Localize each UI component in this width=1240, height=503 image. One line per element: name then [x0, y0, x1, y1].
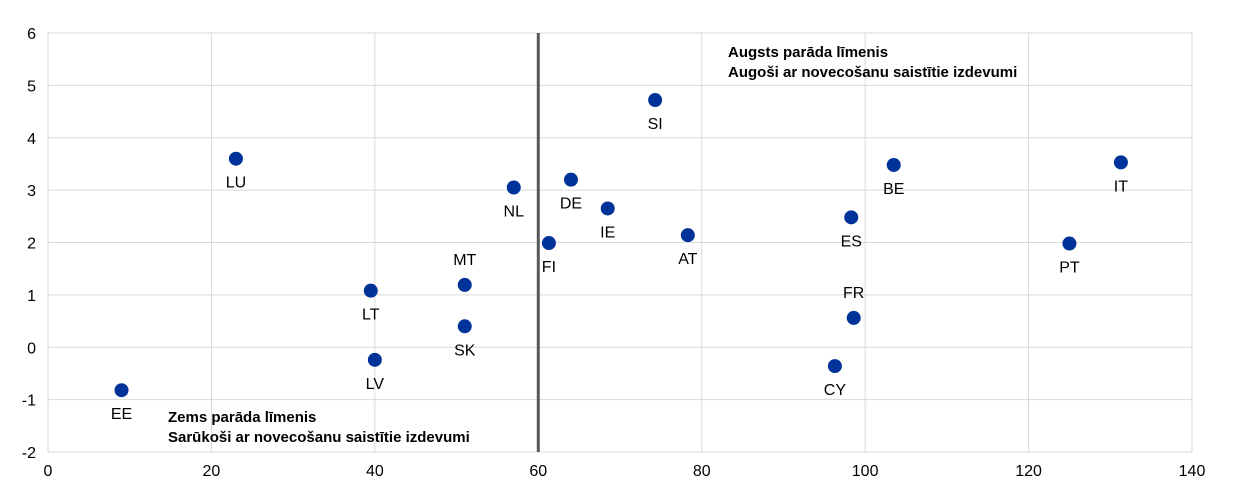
point-label-fr: FR	[843, 285, 864, 302]
x-tick-label: 120	[1015, 463, 1042, 480]
data-point-it	[1113, 155, 1128, 170]
data-point-sk	[457, 319, 472, 334]
y-tick-label: 6	[27, 26, 36, 43]
x-tick-label: 80	[693, 463, 711, 480]
data-point-es	[844, 210, 859, 225]
point-label-be: BE	[883, 181, 904, 198]
x-tick-label: 0	[44, 463, 53, 480]
point-label-ie: IE	[600, 224, 615, 241]
point-label-de: DE	[560, 196, 582, 213]
data-point-lu	[228, 151, 243, 166]
point-label-ee: EE	[111, 406, 132, 423]
x-tick-label: 20	[203, 463, 221, 480]
point-label-lv: LV	[366, 376, 385, 393]
y-tick-label: -2	[22, 445, 36, 462]
y-tick-label: -1	[22, 393, 36, 410]
y-tick-label: 1	[27, 288, 36, 305]
y-tick-label: 0	[27, 340, 36, 357]
x-tick-label: 60	[529, 463, 547, 480]
data-point-mt	[457, 277, 472, 292]
x-axis-ticks: 0 20 40 60 80 100 120 140	[44, 463, 1206, 480]
data-point-lv	[367, 352, 382, 367]
y-tick-label: 5	[27, 78, 36, 95]
grid-layer	[47, 32, 1193, 453]
data-point-at	[680, 228, 695, 243]
data-point-fi	[541, 236, 556, 251]
annotation-high-debt-title: Augsts parāda līmenis	[728, 44, 888, 61]
data-point-ie	[600, 201, 615, 216]
data-point-nl	[506, 180, 521, 195]
point-label-pt: PT	[1059, 260, 1080, 277]
x-tick-label: 100	[852, 463, 879, 480]
plot-frame	[47, 32, 1193, 453]
y-tick-label: 2	[27, 236, 36, 253]
point-label-fi: FI	[542, 259, 556, 276]
point-label-si: SI	[648, 116, 663, 133]
data-point-si	[648, 93, 663, 108]
x-tick-label: 140	[1179, 463, 1206, 480]
point-label-lu: LU	[226, 175, 246, 192]
data-point-be	[886, 157, 901, 172]
point-label-nl: NL	[504, 204, 525, 221]
data-point-fr	[846, 310, 861, 325]
x-tick-label: 40	[366, 463, 384, 480]
data-point-cy	[827, 359, 842, 374]
point-label-it: IT	[1114, 178, 1128, 195]
annotation-low-debt-subtitle: Sarūkoši ar novecošanu saistītie izdevum…	[168, 429, 470, 446]
y-tick-label: 3	[27, 183, 36, 200]
y-tick-label: 4	[27, 131, 36, 148]
point-label-es: ES	[841, 233, 862, 250]
annotation-high-debt-subtitle: Augoši ar novecošanu saistītie izdevumi	[728, 64, 1017, 81]
point-label-cy: CY	[824, 382, 847, 399]
point-label-sk: SK	[454, 342, 476, 359]
y-axis-ticks: -2 -1 0 1 2 3 4 5 6	[22, 26, 36, 462]
annotations: Augsts parāda līmenis Augoši ar novecoša…	[168, 44, 1017, 446]
data-points: EE LU LT LV MT SK NL FI DE IE SI AT CY ES FR BE PT IT	[111, 93, 1128, 423]
data-point-lt	[363, 283, 378, 298]
point-label-lt: LT	[362, 307, 380, 324]
point-label-mt: MT	[453, 252, 476, 269]
annotation-low-debt-title: Zems parāda līmenis	[168, 409, 316, 426]
data-point-de	[563, 172, 578, 187]
data-point-ee	[114, 383, 129, 398]
data-point-pt	[1062, 236, 1077, 251]
point-label-at: AT	[678, 251, 697, 268]
